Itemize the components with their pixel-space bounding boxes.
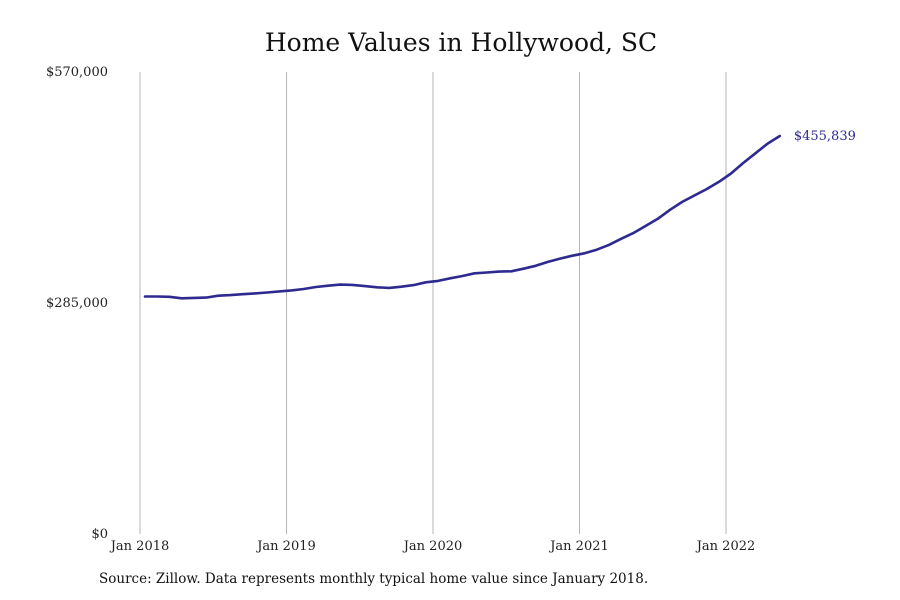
x-tick-label: Jan 2021 (548, 539, 609, 554)
y-tick-label: $570,000 (46, 65, 108, 80)
source-note: Source: Zillow. Data represents monthly … (99, 571, 649, 587)
x-tick-label: Jan 2022 (695, 539, 756, 554)
chart-title: Home Values in Hollywood, SC (265, 28, 657, 57)
y-tick-label: $0 (91, 527, 108, 542)
x-tick-label: Jan 2020 (402, 539, 463, 554)
series-line (143, 134, 782, 300)
x-axis-ticks: Jan 2018 Jan 2019 Jan 2020 Jan 2021 Jan 2022 (109, 539, 756, 554)
x-tick-label: Jan 2019 (255, 539, 316, 554)
series-layer: $455,839 (143, 129, 856, 300)
gridlines (139, 72, 727, 534)
end-value-label: $455,839 (794, 129, 856, 144)
y-tick-label: $285,000 (46, 296, 108, 311)
x-tick-label: Jan 2018 (109, 539, 170, 554)
y-axis-ticks: $0 $285,000 $570,000 (46, 65, 108, 542)
